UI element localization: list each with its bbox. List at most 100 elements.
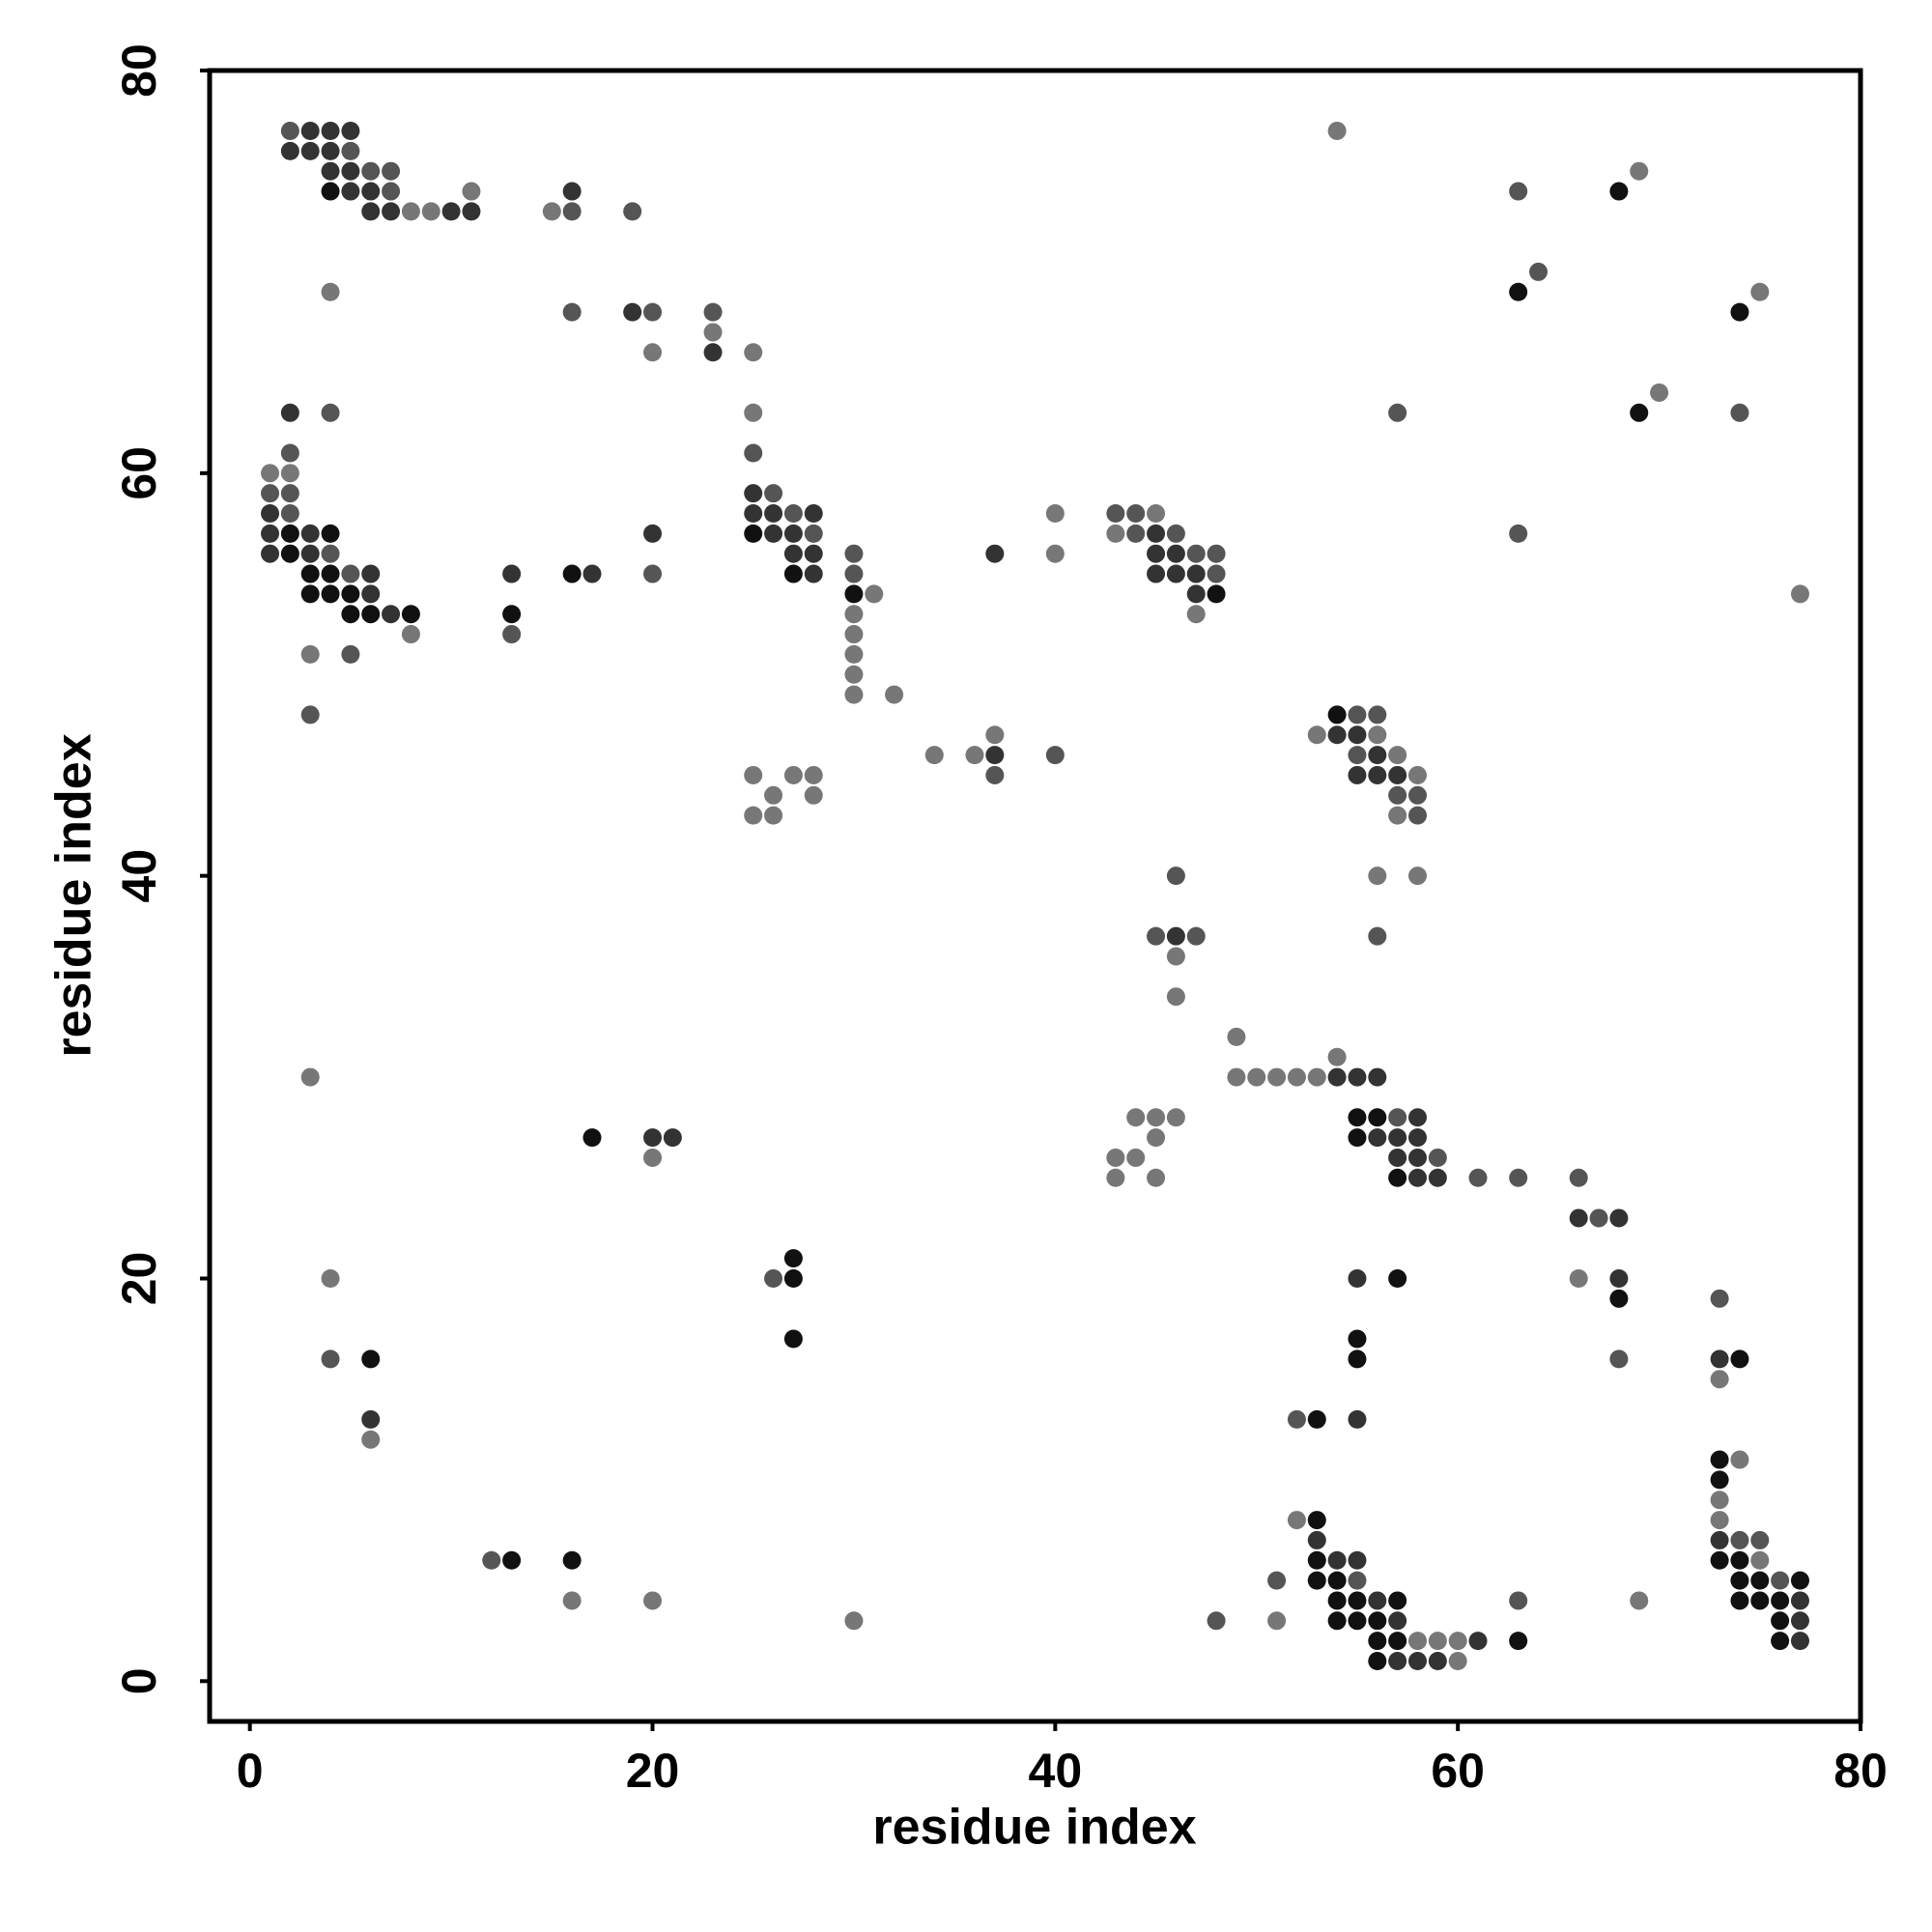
point	[1388, 1591, 1407, 1610]
point	[1407, 1651, 1427, 1670]
point	[1730, 1571, 1749, 1590]
point	[643, 302, 663, 322]
point	[280, 484, 299, 503]
point	[1207, 564, 1226, 583]
point	[562, 202, 582, 221]
point	[1348, 765, 1367, 784]
point	[280, 141, 299, 160]
point	[703, 343, 723, 362]
point	[1710, 1370, 1729, 1389]
point	[1448, 1632, 1467, 1651]
point	[300, 544, 320, 563]
point	[1207, 584, 1226, 604]
point	[844, 564, 864, 583]
point	[300, 644, 320, 664]
point	[1407, 785, 1427, 805]
point	[1307, 1409, 1326, 1429]
point	[783, 524, 803, 543]
point	[382, 202, 401, 221]
point	[1750, 1591, 1770, 1610]
point	[1407, 867, 1427, 886]
point	[321, 403, 340, 422]
point	[1166, 1108, 1185, 1127]
point	[844, 605, 864, 624]
y-tick-label: 0	[112, 1667, 166, 1694]
point	[341, 564, 360, 583]
point	[744, 403, 763, 422]
point	[261, 544, 280, 563]
point	[1247, 1067, 1266, 1087]
point	[462, 202, 481, 221]
point	[1126, 524, 1146, 543]
point	[1126, 1108, 1146, 1127]
point	[300, 141, 320, 160]
y-tick-label: 60	[112, 446, 166, 500]
point	[321, 564, 340, 583]
point	[643, 1148, 663, 1167]
point	[341, 161, 360, 181]
point	[321, 524, 340, 543]
point	[1166, 544, 1185, 563]
point	[804, 504, 823, 524]
point	[261, 504, 280, 524]
point	[401, 202, 420, 221]
point	[1388, 1651, 1407, 1670]
point	[1509, 1168, 1528, 1187]
point	[562, 182, 582, 201]
point	[764, 524, 783, 543]
point	[764, 504, 783, 524]
point	[1750, 1550, 1770, 1570]
point	[1287, 1511, 1306, 1530]
point	[1730, 302, 1749, 322]
point	[744, 765, 763, 784]
point	[744, 524, 763, 543]
y-axis-label: residue index	[46, 733, 102, 1057]
point	[341, 605, 360, 624]
point	[321, 1268, 340, 1288]
point	[1045, 504, 1065, 524]
point	[1368, 705, 1387, 724]
point	[1730, 403, 1749, 422]
point	[1750, 1530, 1770, 1549]
point	[401, 625, 420, 644]
point	[623, 302, 642, 322]
point	[1407, 1128, 1427, 1148]
point	[1327, 1550, 1347, 1570]
point	[1710, 1550, 1729, 1570]
point	[744, 806, 763, 825]
point	[1388, 1128, 1407, 1148]
point	[643, 1128, 663, 1148]
point	[924, 746, 944, 765]
point	[1348, 1067, 1367, 1087]
point	[783, 544, 803, 563]
point	[582, 564, 602, 583]
point	[643, 524, 663, 543]
point	[804, 564, 823, 583]
point	[1790, 1571, 1809, 1590]
point	[1348, 1329, 1367, 1349]
point	[1166, 987, 1185, 1007]
point	[965, 746, 984, 765]
point	[1509, 282, 1528, 301]
point	[764, 484, 783, 503]
point	[1790, 584, 1809, 604]
point	[1609, 1208, 1629, 1228]
point	[1207, 544, 1226, 563]
point	[744, 443, 763, 463]
point	[321, 141, 340, 160]
point	[1630, 1591, 1649, 1610]
point	[382, 182, 401, 201]
point	[1267, 1611, 1287, 1631]
point	[1368, 1591, 1387, 1610]
point	[321, 1350, 340, 1369]
point	[1388, 1611, 1407, 1631]
point	[844, 644, 864, 664]
point	[764, 806, 783, 825]
point	[382, 605, 401, 624]
point	[1348, 725, 1367, 745]
x-axis-label: residue index	[872, 1800, 1196, 1856]
point	[1307, 1530, 1326, 1549]
point	[1407, 806, 1427, 825]
point	[1186, 584, 1206, 604]
